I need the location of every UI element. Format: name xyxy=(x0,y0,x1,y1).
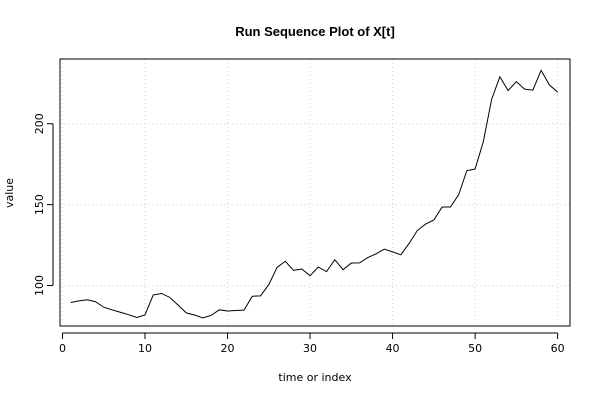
plot-box xyxy=(59,58,571,327)
x-tick-label: 20 xyxy=(221,342,235,355)
x-tick-label: 30 xyxy=(303,342,317,355)
x-tick-label: 60 xyxy=(551,342,565,355)
x-axis-label: time or index xyxy=(278,371,352,384)
x-axis: 0 10 20 30 40 50 60 xyxy=(59,332,565,355)
chart-title: Run Sequence Plot of X[t] xyxy=(235,24,395,39)
y-axis-label: value xyxy=(3,178,16,208)
series-layer xyxy=(70,69,558,319)
y-axis: 100 150 200 xyxy=(33,113,54,296)
grid-layer xyxy=(60,59,570,326)
x-tick-label: 0 xyxy=(59,342,66,355)
series-line xyxy=(70,69,558,319)
x-tick-label: 50 xyxy=(468,342,482,355)
x-tick-label: 10 xyxy=(138,342,152,355)
y-tick-label: 150 xyxy=(33,194,46,215)
y-tick-label: 200 xyxy=(33,113,46,134)
y-tick-label: 100 xyxy=(33,275,46,296)
x-tick-label: 40 xyxy=(386,342,400,355)
